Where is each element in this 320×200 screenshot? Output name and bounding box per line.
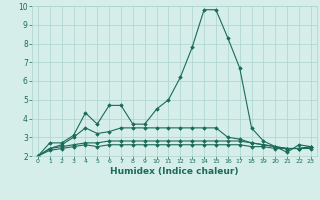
X-axis label: Humidex (Indice chaleur): Humidex (Indice chaleur) [110, 167, 239, 176]
